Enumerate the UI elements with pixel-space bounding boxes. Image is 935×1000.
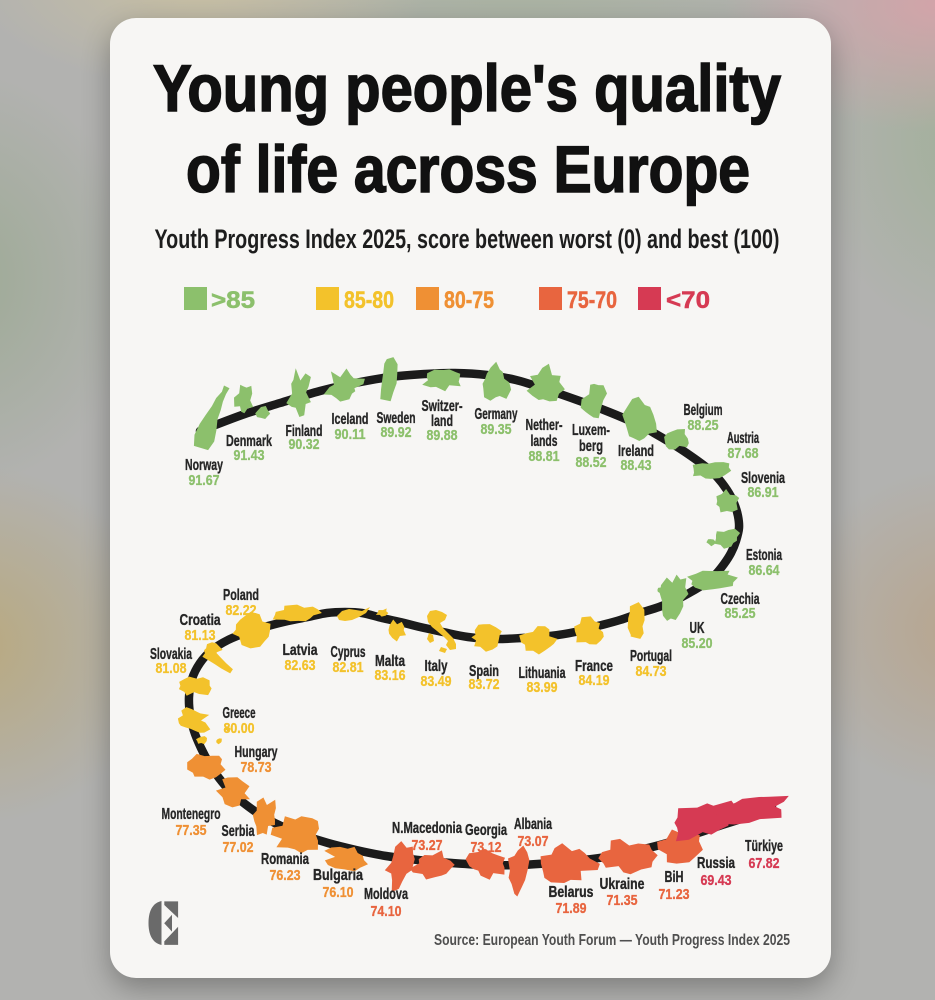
- svg-text:69.43: 69.43: [701, 873, 732, 889]
- svg-text:83.16: 83.16: [375, 668, 406, 684]
- svg-text:Türkiye: Türkiye: [745, 838, 783, 855]
- svg-text:89.35: 89.35: [481, 422, 512, 438]
- svg-text:Spain: Spain: [469, 663, 499, 680]
- svg-text:Luxem-: Luxem-: [572, 422, 610, 439]
- svg-text:88.52: 88.52: [576, 455, 607, 471]
- svg-text:67.82: 67.82: [749, 856, 780, 872]
- svg-text:Italy: Italy: [425, 658, 448, 675]
- svg-text:74.10: 74.10: [371, 904, 402, 920]
- svg-text:75-70: 75-70: [567, 287, 617, 314]
- svg-text:land: land: [431, 413, 453, 430]
- svg-text:78.73: 78.73: [241, 760, 272, 776]
- svg-text:71.35: 71.35: [607, 893, 638, 909]
- svg-text:91.43: 91.43: [234, 448, 265, 464]
- svg-text:80-75: 80-75: [444, 287, 494, 314]
- svg-text:90.32: 90.32: [289, 437, 320, 453]
- svg-text:Ukraine: Ukraine: [600, 876, 645, 893]
- svg-text:71.89: 71.89: [556, 901, 587, 917]
- svg-text:Austria: Austria: [727, 430, 759, 447]
- svg-text:Source: European Youth Forum —: Source: European Youth Forum — Youth Pro…: [434, 932, 790, 949]
- svg-text:Greece: Greece: [223, 705, 256, 722]
- svg-text:90.11: 90.11: [335, 427, 366, 443]
- svg-text:71.23: 71.23: [659, 887, 690, 903]
- svg-text:Nether-: Nether-: [526, 417, 563, 434]
- svg-text:83.72: 83.72: [469, 677, 500, 693]
- svg-text:82.22: 82.22: [226, 603, 257, 619]
- svg-text:Croatia: Croatia: [180, 612, 221, 629]
- svg-text:89.92: 89.92: [381, 425, 412, 441]
- svg-text:Russia: Russia: [697, 855, 735, 872]
- svg-text:83.99: 83.99: [527, 680, 558, 696]
- svg-text:Latvia: Latvia: [283, 642, 318, 659]
- svg-text:Lithuania: Lithuania: [519, 665, 566, 682]
- svg-text:84.73: 84.73: [636, 664, 667, 680]
- svg-text:Ireland: Ireland: [618, 443, 654, 460]
- svg-text:76.23: 76.23: [270, 868, 301, 884]
- svg-text:Poland: Poland: [223, 587, 259, 604]
- svg-text:88.81: 88.81: [529, 449, 560, 465]
- svg-text:Norway: Norway: [185, 457, 223, 474]
- svg-text:Cyprus: Cyprus: [331, 644, 366, 661]
- svg-text:88.25: 88.25: [688, 418, 719, 434]
- svg-text:89.88: 89.88: [427, 428, 458, 444]
- svg-text:83.49: 83.49: [421, 674, 452, 690]
- svg-text:Belgium: Belgium: [684, 402, 723, 419]
- svg-text:of life across Europe: of life across Europe: [186, 132, 750, 206]
- svg-text:76.10: 76.10: [323, 885, 354, 901]
- svg-text:Finland: Finland: [286, 423, 323, 440]
- svg-text:85-80: 85-80: [344, 287, 394, 314]
- svg-text:Hungary: Hungary: [235, 744, 278, 761]
- svg-text:berg: berg: [579, 438, 603, 455]
- svg-text:Switzer-: Switzer-: [422, 398, 463, 415]
- svg-text:Serbia: Serbia: [222, 823, 255, 840]
- svg-text:Malta: Malta: [375, 653, 405, 670]
- svg-text:BiH: BiH: [665, 869, 684, 886]
- svg-text:82.81: 82.81: [333, 660, 364, 676]
- svg-text:73.12: 73.12: [471, 840, 502, 856]
- svg-text:Slovakia: Slovakia: [150, 646, 192, 663]
- svg-text:<70: <70: [666, 287, 710, 314]
- svg-text:Montenegro: Montenegro: [162, 806, 221, 823]
- svg-text:France: France: [575, 658, 613, 675]
- svg-text:87.68: 87.68: [728, 446, 759, 462]
- svg-text:77.35: 77.35: [176, 823, 207, 839]
- svg-text:Denmark: Denmark: [226, 433, 272, 450]
- svg-text:73.07: 73.07: [518, 834, 549, 850]
- svg-text:85.20: 85.20: [682, 636, 713, 652]
- svg-text:N.Macedonia: N.Macedonia: [392, 820, 462, 837]
- svg-text:88.43: 88.43: [621, 458, 652, 474]
- svg-text:Slovenia: Slovenia: [741, 470, 785, 487]
- svg-text:>85: >85: [211, 287, 255, 314]
- svg-text:86.91: 86.91: [748, 485, 779, 501]
- svg-text:Estonia: Estonia: [746, 547, 782, 564]
- svg-text:Czechia: Czechia: [721, 591, 760, 608]
- svg-text:Young people's quality: Young people's quality: [153, 51, 781, 125]
- svg-text:77.02: 77.02: [223, 840, 254, 856]
- svg-text:80.00: 80.00: [224, 721, 255, 737]
- svg-text:73.27: 73.27: [412, 838, 443, 854]
- svg-text:82.63: 82.63: [285, 658, 316, 674]
- svg-text:91.67: 91.67: [189, 473, 220, 489]
- svg-text:Germany: Germany: [475, 406, 518, 423]
- svg-text:Bulgaria: Bulgaria: [313, 867, 363, 884]
- svg-text:81.13: 81.13: [185, 628, 216, 644]
- svg-text:UK: UK: [690, 620, 705, 637]
- svg-text:lands: lands: [531, 433, 558, 450]
- svg-text:Portugal: Portugal: [630, 648, 672, 665]
- svg-text:Georgia: Georgia: [465, 822, 507, 839]
- svg-text:85.25: 85.25: [725, 606, 756, 622]
- svg-text:Moldova: Moldova: [364, 886, 408, 903]
- svg-text:Albania: Albania: [514, 816, 552, 833]
- svg-text:81.08: 81.08: [156, 661, 187, 677]
- svg-text:84.19: 84.19: [579, 673, 610, 689]
- svg-text:86.64: 86.64: [749, 563, 780, 579]
- svg-text:Belarus: Belarus: [549, 884, 594, 901]
- svg-text:Sweden: Sweden: [377, 410, 416, 427]
- svg-text:Romania: Romania: [261, 851, 309, 868]
- svg-text:Youth Progress Index 2025, sco: Youth Progress Index 2025, score between…: [155, 224, 780, 254]
- svg-text:Iceland: Iceland: [332, 411, 369, 428]
